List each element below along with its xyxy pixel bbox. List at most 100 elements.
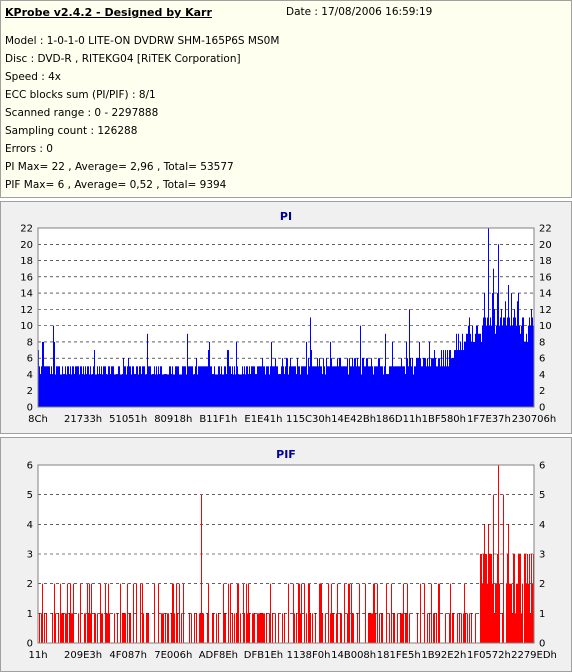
bar (394, 366, 395, 407)
bar (500, 317, 501, 407)
bar (278, 613, 279, 643)
bar (61, 374, 62, 407)
bar (240, 374, 241, 407)
bar (420, 583, 421, 643)
bar (100, 374, 101, 407)
bar (383, 374, 384, 407)
disc-line: Disc : DVD-R , RITEKG04 [RiTEK Corporati… (5, 53, 241, 65)
bar (181, 613, 182, 643)
bar (122, 613, 123, 643)
bar (438, 583, 439, 643)
bar (99, 366, 100, 407)
bar (312, 613, 313, 643)
bar (58, 366, 59, 407)
bar (109, 366, 110, 407)
bar (63, 374, 64, 407)
bar (117, 374, 118, 407)
bar (198, 366, 199, 407)
bar (266, 613, 267, 643)
bar (484, 524, 485, 643)
bar (458, 333, 459, 407)
bar (530, 613, 531, 643)
bar (502, 613, 503, 643)
bar (39, 366, 40, 407)
bar (176, 366, 177, 407)
bar (501, 309, 502, 407)
bar (319, 358, 320, 407)
bar (131, 374, 132, 407)
bar (41, 366, 42, 407)
bar (421, 366, 422, 407)
bar (87, 583, 88, 643)
bar (240, 613, 241, 643)
bar (480, 554, 481, 643)
bar (95, 613, 96, 643)
bar (432, 358, 433, 407)
x-tick-label: 115C30h (286, 414, 331, 425)
bar (406, 341, 407, 407)
bar (180, 374, 181, 407)
ecc-line: ECC blocks sum (PI/PIF) : 8/1 (5, 89, 156, 101)
bar (177, 366, 178, 407)
x-tick-label: 1BF580h (422, 414, 466, 425)
bar (391, 583, 392, 643)
bar (392, 341, 393, 407)
bar (108, 583, 109, 643)
bar (463, 350, 464, 407)
bar (474, 341, 475, 407)
bar (407, 583, 408, 643)
y-tick-label-left: 20 (20, 240, 33, 251)
bar (288, 583, 289, 643)
bar (407, 358, 408, 407)
bar (104, 366, 105, 407)
bar (473, 341, 474, 407)
bar (69, 374, 70, 407)
bar (173, 583, 174, 643)
bar (289, 366, 290, 407)
bar (66, 374, 67, 407)
bar (245, 374, 246, 407)
bar (467, 333, 468, 407)
bar (49, 366, 50, 407)
bar (138, 374, 139, 407)
bar (260, 613, 261, 643)
bar (493, 268, 494, 407)
y-tick-label-right: 3 (539, 550, 545, 561)
bar (406, 613, 407, 643)
bar (159, 374, 160, 407)
y-tick-label-right: 16 (539, 272, 552, 283)
bar (143, 366, 144, 407)
bar (382, 366, 383, 407)
bar (118, 366, 119, 407)
bar (512, 613, 513, 643)
bar (201, 494, 202, 643)
x-tick-label: 1138F0h (287, 650, 331, 661)
bar (352, 613, 353, 643)
bar (371, 613, 372, 643)
bar (182, 366, 183, 407)
bar (264, 366, 265, 407)
bar (422, 366, 423, 407)
bar (518, 293, 519, 407)
bar (320, 366, 321, 407)
bar (262, 358, 263, 407)
bar (124, 366, 125, 407)
bar (417, 358, 418, 407)
bar (199, 366, 200, 407)
bar (233, 374, 234, 407)
bar (256, 374, 257, 407)
bar (352, 358, 353, 407)
bar (503, 494, 504, 643)
bar (237, 583, 238, 643)
bar (194, 374, 195, 407)
bar (250, 374, 251, 407)
x-tick-label: 7E006h (154, 650, 192, 661)
bar (285, 366, 286, 407)
bar (496, 583, 497, 643)
bar (252, 613, 253, 643)
bar (136, 366, 137, 407)
bar (494, 613, 495, 643)
bar (270, 583, 271, 643)
bar (464, 341, 465, 407)
bar (95, 374, 96, 407)
